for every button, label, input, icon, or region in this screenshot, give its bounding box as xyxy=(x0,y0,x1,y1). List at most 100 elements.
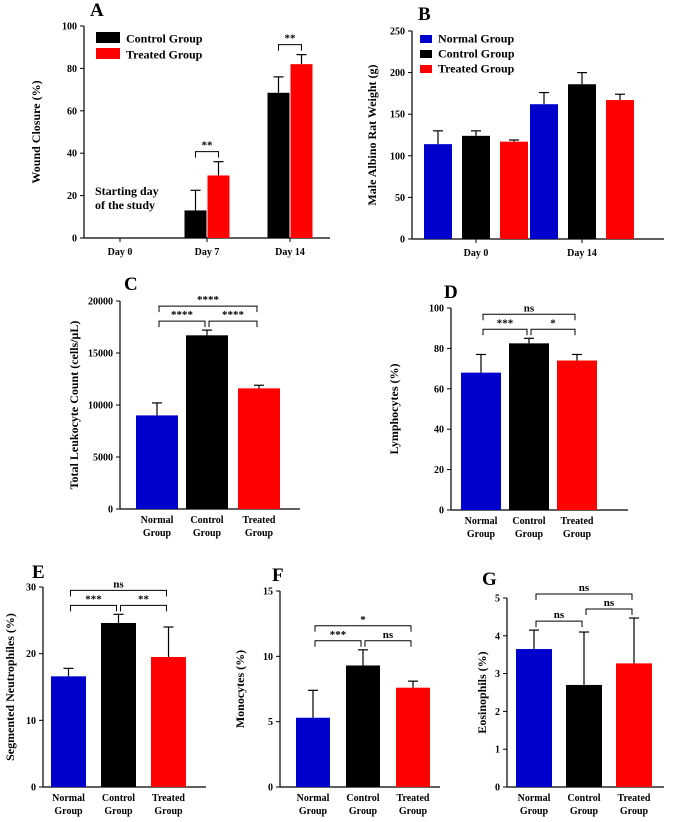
y-axis-title: Male Albino Rat Weight (g) xyxy=(365,64,379,205)
y-axis-title: Monocytes (%) xyxy=(233,650,247,728)
x-tick-label: Treated xyxy=(243,515,276,526)
bar-control-group xyxy=(462,135,490,239)
y-tick-label: 0 xyxy=(31,783,36,794)
y-tick-label: 100 xyxy=(429,304,444,315)
y-tick-label: 10 xyxy=(26,716,36,727)
x-tick-label: Group xyxy=(515,529,544,540)
significance-bracket xyxy=(314,625,412,632)
x-tick-label: Treated xyxy=(618,793,651,804)
y-tick-label: 30 xyxy=(26,583,36,594)
x-tick-label: Group xyxy=(299,806,328,817)
x-tick-label: Group xyxy=(563,529,592,540)
y-tick-label: 15000 xyxy=(88,349,113,360)
bar xyxy=(238,388,280,509)
significance-label: ns xyxy=(604,597,615,609)
panel-label: F xyxy=(272,565,284,586)
x-tick-label: Group xyxy=(467,529,496,540)
bar xyxy=(51,676,86,787)
significance-label: ns xyxy=(554,609,565,621)
chart-panel-b: B 0 50 100 150 200 250 Male Albino Rat Weight (… xyxy=(365,4,664,259)
legend-entry: Control Group xyxy=(438,47,515,61)
y-tick-label: 4 xyxy=(495,631,500,642)
panel-label: G xyxy=(482,569,497,590)
legend-swatch xyxy=(96,48,120,59)
annotation-text: Starting day xyxy=(95,184,159,198)
significance-label: ns xyxy=(113,578,124,590)
x-tick-label: Group xyxy=(143,528,172,539)
x-tick-label: Group xyxy=(245,528,274,539)
significance-label: **** xyxy=(197,294,220,306)
bar xyxy=(396,687,430,787)
y-tick-label: 0 xyxy=(72,234,77,245)
y-tick-label: 60 xyxy=(67,106,77,117)
significance-label: *** xyxy=(330,629,347,641)
x-tick-label: Treated xyxy=(152,793,185,804)
y-tick-label: 20 xyxy=(26,649,36,660)
y-axis-title: Lymphocytes (%) xyxy=(387,364,401,455)
y-tick-label: 0 xyxy=(268,783,273,794)
bar-treated-group xyxy=(500,141,528,239)
significance-label: * xyxy=(550,317,556,329)
y-axis-title: Segmented Neutrophiles (%) xyxy=(3,613,17,761)
significance-bracket xyxy=(120,604,167,612)
significance-label: **** xyxy=(222,309,245,321)
y-tick-label: 5 xyxy=(495,594,500,605)
y-tick-label: 5000 xyxy=(93,453,113,464)
x-tick-label: Control xyxy=(512,516,545,527)
bar-normal-group xyxy=(530,104,558,239)
y-tick-label: 200 xyxy=(390,68,405,79)
x-tick-label: Group xyxy=(399,806,428,817)
significance-label: *** xyxy=(497,317,514,329)
significance-label: ns xyxy=(524,302,535,314)
significance-bracket xyxy=(195,151,219,158)
y-tick-label: 1 xyxy=(495,745,500,756)
bar xyxy=(101,623,136,787)
significance-bracket xyxy=(314,640,362,647)
significance-label: ** xyxy=(285,33,297,45)
y-tick-label: 20 xyxy=(434,465,444,476)
x-tick-label: Group xyxy=(349,806,378,817)
x-tick-label: Normal xyxy=(465,516,498,527)
significance-label: *** xyxy=(85,593,102,605)
legend-swatch xyxy=(420,35,432,43)
y-tick-label: 0 xyxy=(400,235,405,246)
panel-label: D xyxy=(444,282,458,303)
y-tick-label: 100 xyxy=(62,22,77,33)
y-tick-label: 50 xyxy=(395,193,405,204)
y-tick-label: 2 xyxy=(495,707,500,718)
y-tick-label: 100 xyxy=(390,151,405,162)
y-tick-label: 0 xyxy=(108,505,113,516)
y-tick-label: 60 xyxy=(434,384,444,395)
panel-label: E xyxy=(32,562,45,583)
bar-normal-group xyxy=(424,144,452,239)
y-tick-label: 80 xyxy=(67,64,77,75)
x-tick-label: Treated xyxy=(561,516,594,527)
x-tick-label: Group xyxy=(193,528,222,539)
y-tick-label: 10 xyxy=(263,652,273,663)
chart-panel-d: D 0 20 40 60 80 100 Lymphocytes (%) Normal Group C… xyxy=(387,282,628,540)
bar-control-group xyxy=(267,92,290,238)
x-tick-label: Normal xyxy=(297,793,330,804)
y-axis-title: Total Leukocyte Count (cells/μL) xyxy=(67,321,81,490)
bar xyxy=(186,335,228,509)
panel-label: C xyxy=(124,274,138,295)
x-tick-label: Normal xyxy=(518,793,551,804)
legend-entry: Treated Group xyxy=(126,48,203,62)
significance-bracket xyxy=(535,593,633,601)
x-tick-label: Control xyxy=(190,515,223,526)
x-tick-label: Day 14 xyxy=(567,248,597,259)
significance-bracket xyxy=(530,328,576,336)
significance-bracket xyxy=(482,313,576,321)
x-tick-label: Day 0 xyxy=(464,248,489,259)
bar-treated-group xyxy=(207,175,230,238)
x-tick-label: Day 7 xyxy=(195,247,220,258)
chart-panel-e: E 0 10 20 30 Segmented Neutrophiles (%) Normal… xyxy=(3,562,206,817)
significance-bracket xyxy=(70,604,117,612)
bar xyxy=(296,717,330,787)
x-tick-label: Group xyxy=(570,806,599,817)
y-axis-title: Wound Closure (%) xyxy=(29,80,43,183)
legend-swatch xyxy=(96,32,120,43)
legend-swatch xyxy=(420,65,432,73)
significance-bracket xyxy=(535,620,583,628)
